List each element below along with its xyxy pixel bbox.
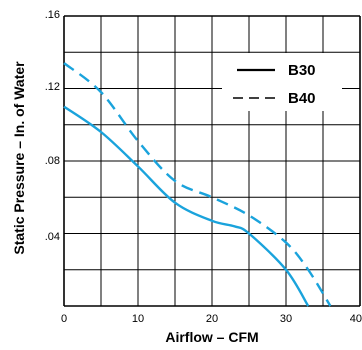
y-axis-title: Static Pressure – In. of Water	[11, 61, 27, 255]
x-axis-title: Airflow – CFM	[165, 329, 258, 345]
x-tick-label-40: 40	[350, 313, 362, 325]
series-line-b30	[63, 105, 310, 307]
y-tick-label-12: .12	[45, 81, 60, 93]
x-tick-label-0: 0	[61, 313, 67, 325]
legend-label-b40: B40	[288, 90, 316, 107]
tick-labels: .04 .08 .12 .16 0 10 20 30 40	[45, 9, 362, 325]
legend: B30 B40	[222, 53, 342, 111]
y-tick-label-08: .08	[45, 155, 60, 167]
legend-box	[222, 53, 342, 111]
series-line-b40	[63, 62, 332, 307]
x-tick-label-20: 20	[206, 313, 218, 325]
legend-label-b30: B30	[288, 62, 316, 79]
y-tick-label-16: .16	[45, 9, 60, 21]
x-tick-label-30: 30	[280, 313, 292, 325]
x-tick-label-10: 10	[132, 313, 144, 325]
series-layer	[63, 62, 332, 307]
y-tick-label-04: .04	[45, 231, 60, 243]
